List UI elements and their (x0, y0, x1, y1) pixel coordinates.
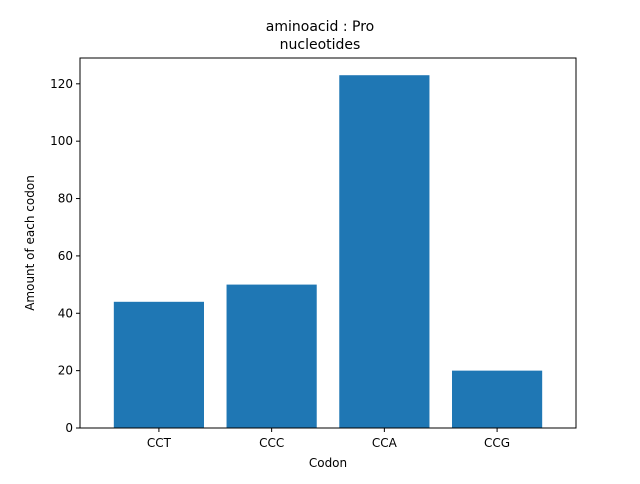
x-tick-label: CCC (259, 436, 284, 450)
plot-frame (79, 57, 577, 429)
y-tick-label: 120 (50, 77, 73, 91)
y-tick-label: 80 (58, 192, 73, 206)
chart-title-line-1: aminoacid : Pro (266, 19, 374, 35)
y-tick-label: 40 (58, 306, 73, 320)
bar-ccc (226, 284, 317, 428)
x-axis-label: Codon (309, 456, 347, 470)
y-tick-label: 60 (58, 249, 73, 263)
x-tick-label: CCG (484, 436, 510, 450)
y-tick-label: 20 (58, 364, 73, 378)
x-tick-label: CCA (372, 436, 398, 450)
y-tick-label: 100 (50, 134, 73, 148)
bar-cct (113, 301, 204, 428)
bars-group (113, 75, 543, 429)
y-tick-label: 0 (65, 421, 73, 435)
x-ticks-group: CCT CCC CCA CCG (147, 428, 510, 450)
bar-cca (339, 75, 430, 429)
bar-ccg (452, 370, 543, 428)
x-tick-label: CCT (147, 436, 172, 450)
y-axis-label: Amount of each codon (23, 175, 37, 311)
y-ticks-group: 0 20 40 60 80 100 120 (50, 77, 80, 435)
chart-title-line-2: nucleotides (280, 37, 361, 53)
